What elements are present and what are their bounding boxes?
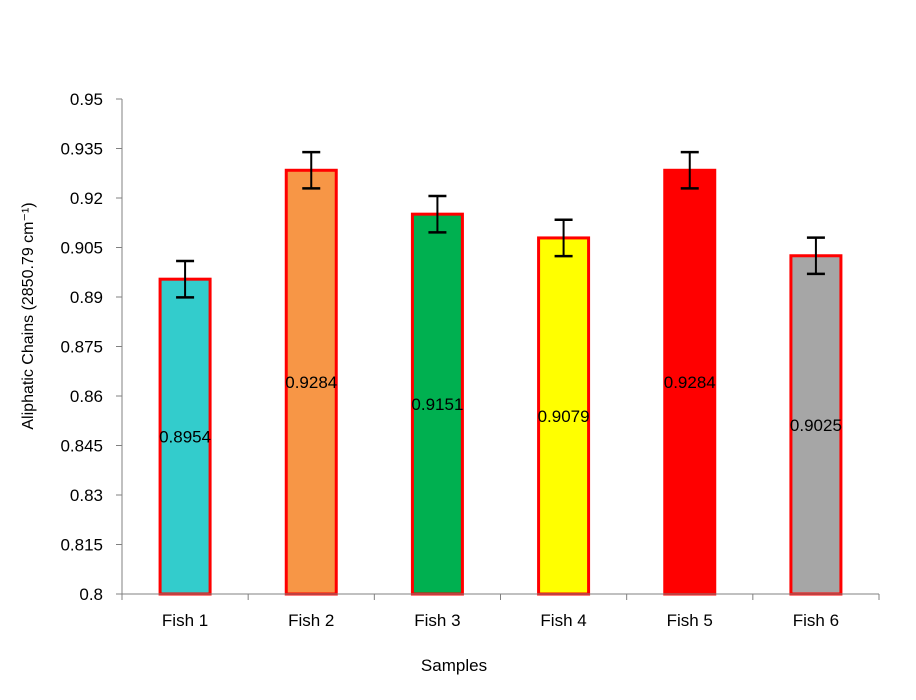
- data-label: 0.9079: [538, 407, 590, 426]
- y-tick-label: 0.905: [60, 239, 103, 258]
- x-tick-label: Fish 1: [162, 611, 208, 630]
- data-label: 0.9025: [790, 416, 842, 435]
- bar: [537, 236, 591, 596]
- y-tick-label: 0.95: [70, 90, 103, 109]
- y-tick-label: 0.86: [70, 387, 103, 406]
- y-tick-label: 0.845: [60, 437, 103, 456]
- y-tick-label: 0.83: [70, 486, 103, 505]
- y-tick-label: 0.815: [60, 536, 103, 555]
- y-axis-title: Aliphatic Chains (2850.79 cm⁻¹): [20, 202, 37, 429]
- data-labels: 0.8954 0.9284 0.9151 0.9079 0.9284 0.9025: [159, 373, 842, 446]
- data-label: 0.9284: [285, 373, 337, 392]
- bars-layer: [158, 168, 843, 596]
- x-ticks: Fish 1 Fish 2 Fish 3 Fish 4 Fish 5 Fish 6: [121, 594, 880, 630]
- data-label: 0.8954: [159, 428, 211, 447]
- error-bars: [176, 150, 825, 299]
- x-tick-label: Fish 6: [793, 611, 839, 630]
- x-tick-label: Fish 4: [540, 611, 586, 630]
- bar: [284, 168, 338, 596]
- y-tick-label: 0.89: [70, 288, 103, 307]
- y-tick-label: 0.8: [79, 585, 103, 604]
- x-tick-label: Fish 2: [288, 611, 334, 630]
- y-tick-label: 0.875: [60, 338, 103, 357]
- bar: [158, 277, 212, 596]
- x-axis-title: Samples: [421, 656, 487, 675]
- y-tick-label: 0.935: [60, 140, 103, 159]
- data-label: 0.9284: [664, 373, 716, 392]
- y-tick-label: 0.92: [70, 189, 103, 208]
- x-tick-label: Fish 3: [414, 611, 460, 630]
- x-tick-label: Fish 5: [667, 611, 713, 630]
- y-ticks: 0.8 0.815 0.83 0.845 0.86 0.875 0.89 0.905 0.92 0…: [60, 90, 122, 604]
- axes-layer: [121, 99, 879, 595]
- data-label: 0.9151: [411, 395, 463, 414]
- bar: [789, 254, 843, 596]
